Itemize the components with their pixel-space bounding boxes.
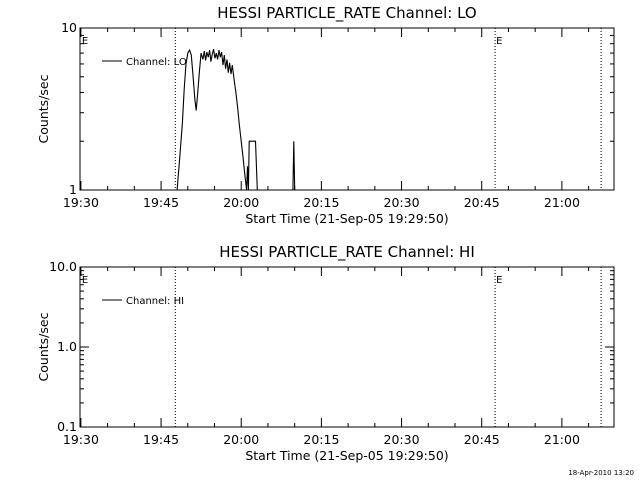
legend-entry: Channel: HI	[126, 296, 184, 307]
y-tick-label: 10.0	[49, 259, 77, 274]
x-tick-label: 19:30	[63, 195, 99, 210]
x-tick-label: 19:45	[143, 195, 179, 210]
chart-title: HESSI PARTICLE_RATE Channel: HI	[219, 243, 475, 262]
event-marker-label: E	[496, 36, 502, 47]
x-axis-label: Start Time (21-Sep-05 19:29:50)	[245, 211, 448, 226]
x-tick-label: 20:00	[223, 432, 259, 447]
event-marker-label: E	[82, 275, 88, 286]
y-axis-label: Counts/sec	[36, 312, 51, 381]
x-tick-label: 21:00	[544, 432, 580, 447]
x-tick-label: 20:45	[464, 195, 500, 210]
y-tick-label: 0.1	[57, 419, 77, 434]
y-axis-label: Counts/sec	[36, 74, 51, 143]
legend-entry: Channel: LO	[126, 57, 187, 68]
x-tick-label: 20:30	[384, 195, 420, 210]
y-tick-label: 1	[69, 182, 77, 197]
x-tick-label: 21:00	[544, 195, 580, 210]
x-tick-label: 19:45	[143, 432, 179, 447]
x-axis-label: Start Time (21-Sep-05 19:29:50)	[245, 448, 448, 463]
x-tick-label: 20:15	[303, 432, 339, 447]
x-tick-label: 20:30	[384, 432, 420, 447]
event-marker-label: E	[496, 275, 502, 286]
plot-frame	[79, 266, 615, 428]
y-tick-label: 1.0	[57, 339, 77, 354]
series-line	[176, 48, 296, 191]
plot-frame	[79, 27, 615, 191]
y-tick-label: 10	[61, 20, 77, 35]
chart-title: HESSI PARTICLE_RATE Channel: LO	[217, 4, 476, 23]
x-tick-label: 20:45	[464, 432, 500, 447]
event-marker-label: E	[82, 36, 88, 47]
x-tick-label: 20:00	[223, 195, 259, 210]
footer-timestamp: 18-Apr-2010 13:20	[568, 469, 634, 477]
x-tick-label: 19:30	[63, 432, 99, 447]
x-tick-label: 20:15	[303, 195, 339, 210]
